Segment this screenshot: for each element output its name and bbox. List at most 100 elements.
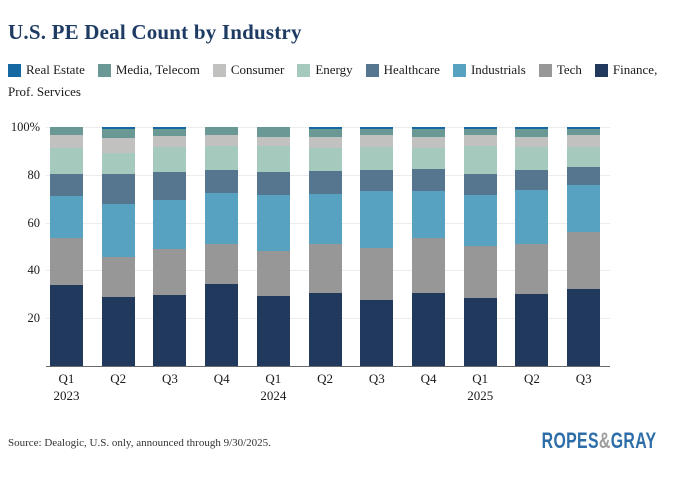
legend-item-tech: Tech bbox=[538, 62, 582, 78]
y-axis-label-60: 60 bbox=[27, 215, 41, 230]
bar-segment-energy bbox=[515, 147, 549, 171]
bar-segment-real-estate bbox=[515, 127, 549, 130]
logo-text-ropes: ROPES bbox=[541, 428, 599, 453]
source-text: Source: Dealogic, U.S. only, announced t… bbox=[8, 437, 271, 449]
bar-q2-1 bbox=[101, 127, 135, 366]
bar-q1-8 bbox=[463, 127, 497, 366]
bar-segment-energy bbox=[463, 146, 497, 174]
bar-segment-energy bbox=[360, 147, 394, 171]
bar-segment-healthcare bbox=[256, 171, 290, 196]
bar-segment-industrials bbox=[153, 199, 187, 249]
bar-segment-media-telecom bbox=[50, 127, 83, 135]
bar-q1-0 bbox=[50, 127, 83, 366]
x-axis-label-7: Q4 bbox=[420, 371, 437, 386]
bar-segment-finance-prof-services bbox=[153, 294, 187, 367]
bar-segment-tech bbox=[153, 248, 187, 295]
legend-swatch bbox=[212, 63, 226, 77]
bar-segment-finance-prof-services bbox=[308, 292, 342, 366]
legend-label: Industrials bbox=[470, 62, 526, 77]
bar-segment-finance-prof-services bbox=[50, 284, 83, 366]
legend-item-finance: Finance, bbox=[594, 62, 658, 78]
bar-segment-consumer bbox=[412, 137, 446, 149]
y-axis-label-80: 80 bbox=[27, 167, 41, 182]
bar-segment-healthcare bbox=[153, 171, 187, 200]
bar-segment-finance-prof-services bbox=[515, 294, 549, 366]
year-label-2024: 2024 bbox=[260, 388, 287, 403]
bar-segment-tech bbox=[463, 245, 497, 298]
bar-segment-media-telecom bbox=[205, 127, 239, 135]
bar-segment-tech bbox=[412, 237, 446, 294]
legend-swatch bbox=[594, 63, 608, 77]
bar-segment-tech bbox=[50, 237, 83, 285]
bar-segment-finance-prof-services bbox=[412, 293, 446, 366]
legend-swatch bbox=[452, 63, 466, 77]
legend-label: Real Estate bbox=[26, 62, 85, 77]
legend-label: Consumer bbox=[230, 62, 285, 77]
bar-segment-real-estate bbox=[567, 127, 601, 130]
bar-segment-healthcare bbox=[515, 170, 549, 191]
bar-q4-3 bbox=[205, 127, 239, 366]
bar-segment-healthcare bbox=[567, 167, 601, 186]
bar-segment-industrials bbox=[256, 195, 290, 252]
bar-segment-media-telecom bbox=[256, 127, 290, 138]
bar-segment-consumer bbox=[256, 137, 290, 147]
bar-segment-consumer bbox=[515, 137, 549, 148]
bar-segment-industrials bbox=[567, 185, 601, 233]
bar-segment-consumer bbox=[463, 134, 497, 147]
bar-segment-media-telecom bbox=[463, 129, 497, 135]
logo-ampersand: & bbox=[598, 428, 611, 453]
bar-segment-tech bbox=[205, 243, 239, 285]
legend-label: Healthcare bbox=[383, 62, 440, 77]
bar-q4-7 bbox=[412, 127, 446, 366]
x-axis-label-3: Q4 bbox=[213, 371, 230, 386]
bar-segment-healthcare bbox=[412, 168, 446, 192]
year-label-2023: 2023 bbox=[53, 388, 80, 403]
legend-label: Finance, bbox=[612, 62, 658, 77]
x-axis-label-0: Q1 bbox=[58, 371, 75, 386]
bar-segment-healthcare bbox=[360, 170, 394, 192]
bar-segment-energy bbox=[412, 148, 446, 169]
legend-swatch bbox=[297, 63, 311, 77]
x-axis-label-9: Q2 bbox=[524, 371, 540, 386]
bar-segment-industrials bbox=[308, 193, 342, 244]
bar-segment-energy bbox=[101, 152, 135, 174]
bar-segment-media-telecom bbox=[153, 129, 187, 136]
bar-segment-media-telecom bbox=[515, 129, 549, 138]
bar-q2-9 bbox=[515, 127, 549, 366]
plot-area bbox=[46, 127, 610, 367]
logo-text-gray: GRAY bbox=[610, 428, 656, 453]
legend-label-continuation: Prof. Services bbox=[8, 84, 81, 99]
bar-segment-tech bbox=[101, 257, 135, 297]
legend-item-healthcare: Healthcare bbox=[365, 62, 440, 78]
bar-segment-industrials bbox=[360, 191, 394, 248]
bar-segment-media-telecom bbox=[412, 129, 446, 138]
bar-segment-energy bbox=[567, 147, 601, 168]
bar-segment-industrials bbox=[412, 191, 446, 238]
legend-item-energy: Energy bbox=[297, 62, 353, 78]
bar-segment-energy bbox=[50, 148, 83, 175]
bar-segment-healthcare bbox=[463, 173, 497, 196]
bar-q3-2 bbox=[153, 127, 187, 367]
bar-segment-real-estate bbox=[463, 127, 497, 130]
bar-q2-5 bbox=[308, 127, 342, 366]
legend-item-media-telecom: Media, Telecom bbox=[97, 62, 200, 78]
bar-segment-healthcare bbox=[50, 174, 83, 197]
bar-segment-consumer bbox=[205, 134, 239, 147]
bar-segment-media-telecom bbox=[308, 129, 342, 138]
legend-label: Tech bbox=[556, 62, 582, 77]
bar-q3-10 bbox=[567, 127, 601, 366]
bar-segment-healthcare bbox=[101, 173, 135, 205]
bar-segment-industrials bbox=[205, 192, 239, 244]
x-axis-label-1: Q2 bbox=[110, 371, 127, 386]
bar-segment-consumer bbox=[153, 135, 187, 148]
x-axis-label-5: Q2 bbox=[317, 371, 334, 386]
bar-segment-energy bbox=[153, 147, 187, 172]
y-axis-label-20: 20 bbox=[27, 311, 41, 326]
bar-segment-real-estate bbox=[412, 127, 446, 130]
bar-segment-tech bbox=[308, 243, 342, 293]
ropes-gray-logo: ROPES&GRAY bbox=[541, 428, 656, 453]
bar-segment-energy bbox=[256, 146, 290, 172]
bar-segment-media-telecom bbox=[101, 129, 135, 139]
bar-segment-industrials bbox=[101, 204, 135, 258]
